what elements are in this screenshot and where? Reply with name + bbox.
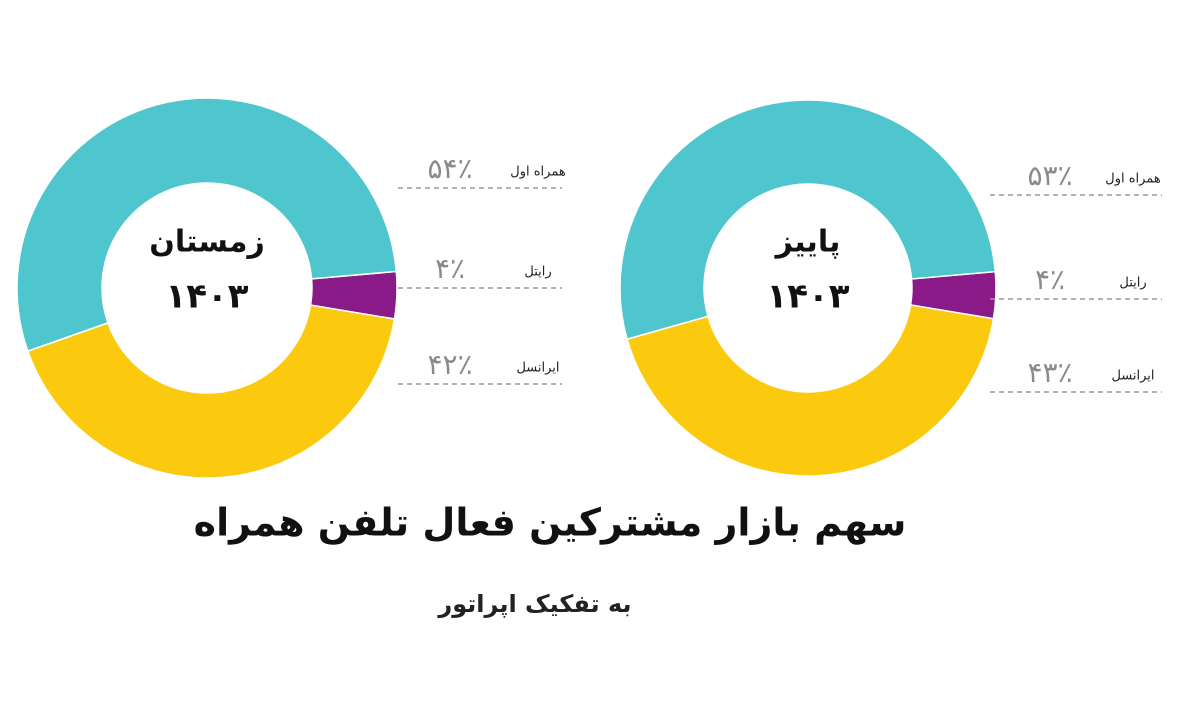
pie-slice: [619, 99, 997, 341]
value-label: ۵۳٪: [1027, 159, 1072, 192]
legend-label: ایرانسل: [1111, 369, 1154, 384]
pie-slice: [16, 97, 398, 353]
legend-label: رایتل: [1119, 276, 1146, 291]
chart-subtitle: به تفکیک اپراتور: [437, 590, 631, 618]
value-label: ۵۴٪: [427, 152, 472, 185]
value-label: ۴٪: [1035, 263, 1065, 296]
center-label: ۱۴۰۳: [165, 277, 248, 317]
value-label: ۴۳٪: [1027, 356, 1072, 389]
center-label: زمستان: [149, 225, 265, 260]
value-label: ۴٪: [435, 252, 465, 285]
center-label: پاییز: [774, 225, 841, 260]
center-label: ۱۴۰۳: [766, 277, 849, 317]
legend-label: همراه اول: [510, 165, 566, 180]
value-label: ۴۲٪: [427, 348, 472, 381]
pie-slice: [626, 304, 995, 477]
chart-title: سهم بازار مشترکین فعال تلفن همراه: [194, 501, 907, 546]
legend-label: ایرانسل: [516, 361, 559, 376]
pie-slice: [26, 304, 396, 479]
legend-label: همراه اول: [1105, 172, 1161, 187]
legend-label: رایتل: [524, 265, 551, 280]
